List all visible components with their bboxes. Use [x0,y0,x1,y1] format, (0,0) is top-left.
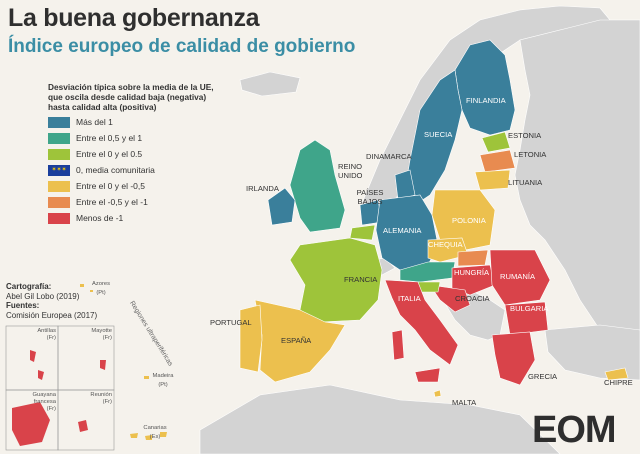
legend-item-3: Entre el 0 y el 0.5 [48,148,142,160]
legend-swatch [48,116,70,128]
eom-logo: EOM [532,409,617,451]
chipre-region [604,367,629,381]
canarias-shape [130,432,167,440]
label-francia: FRANCIA [344,275,378,284]
sources-label: Fuentes: [6,301,40,310]
label-malta: MALTA [452,398,477,407]
legend-item-7: Menos de -1 [48,212,123,224]
label-letonia: LETONIA [514,150,547,159]
legend-item-1: Más del 1 [48,116,113,128]
croacia-region [429,284,471,313]
label-guayana: Guayana francesa (Fr) [32,392,56,412]
label-polonia: POLONIA [452,216,486,225]
eu-flag-icon: ✶✶✶ [51,166,67,173]
non-eu-land-iceland [239,71,301,97]
label-alemania: ALEMANIA [383,226,422,235]
legend-label: Más del 1 [76,117,113,127]
legend-swatch [48,180,70,192]
cartography-value: Abel Gil Lobo (2019) [6,291,80,301]
cartography-label: Cartografía: [6,282,52,291]
label-chequia: CHEQUIA [428,240,463,249]
label-finlandia: FINLANDIA [466,96,506,105]
legend-swatch [48,212,70,224]
reunion-shape [78,420,88,432]
bulgaria-region [504,301,549,336]
dinamarca-region [394,169,416,201]
legend-swatch [48,132,70,144]
label-espana: ESPAÑA [281,336,312,345]
legend-label: 0, media comunitaria [76,165,155,175]
page-title: La buena gobernanza [8,4,260,32]
eslovaquia-region [457,249,489,267]
rumania-region [489,249,551,306]
credits: Cartografía: Abel Gil Lobo (2019) Fuente… [6,282,97,320]
legend-swatch [48,148,70,160]
sources-value: Comisión Europea (2017) [6,310,98,320]
cerdena-region [391,329,405,361]
grecia-region [491,331,536,386]
lituania-region [474,169,511,191]
legend-item-6: Entre el -0,5 y el -1 [48,196,148,208]
label-rumania: RUMANÍA [500,272,536,281]
legend-label: Entre el 0,5 y el 1 [76,133,143,143]
legend-item-5: Entre el 0 y el -0,5 [48,180,145,192]
label-portugal: PORTUGAL [210,318,252,327]
page-subtitle: Índice europeo de calidad de gobierno [8,36,356,57]
label-canarias: Canarias (Es) [143,425,167,440]
label-grecia: GRECIA [528,372,558,381]
label-madeira: Madeira (Pt) [152,373,174,388]
legend-title: Desviación típica sobre la media de la U… [48,82,214,112]
madeira-shape [144,376,149,379]
legend-swatch: ✶✶✶ [48,164,70,176]
non-eu-land-north-africa [199,384,561,454]
legend-label: Menos de -1 [76,213,124,223]
label-reunion: Reunión (Fr) [90,392,112,405]
legend-label: Entre el -0,5 y el -1 [76,197,148,207]
label-chipre: CHIPRE [604,378,633,387]
label-dinamarca: DINAMARCA [366,152,412,161]
polonia-region [431,189,496,251]
label-suecia: SUECIA [424,130,453,139]
label-italia: ITALIA [398,294,421,303]
portugal-region [239,304,263,373]
label-bulgaria: BULGARIA [510,304,549,313]
legend-label: Entre el 0 y el 0.5 [76,149,143,159]
italia-region [384,279,459,366]
label-mayotte: Mayotte (Fr) [91,328,112,341]
label-croacia: CROACIA [455,294,490,303]
label-irlanda: IRLANDA [246,184,279,193]
sicilia-region [414,367,441,383]
label-paises-bajos: PAÍSES BAJOS [356,188,384,206]
legend-item-4: ✶✶✶ 0, media comunitaria [48,164,155,176]
mayotte-shape [100,360,106,370]
malta-region [433,389,442,398]
label-hungria: HUNGRÍA [454,268,490,277]
legend-swatch [48,196,70,208]
francia-region [289,237,383,323]
reino-unido-region [289,139,346,233]
legend-item-2: Entre el 0,5 y el 1 [48,132,142,144]
label-estonia: ESTONIA [508,131,542,140]
legend-label: Entre el 0 y el -0,5 [76,181,145,191]
belgica-region [349,224,376,241]
label-azores: Azores (Pt) [91,281,111,296]
guayana-shape [12,402,50,446]
letonia-region [479,149,516,173]
non-eu-land-russia [514,19,640,331]
azores-shape [80,284,93,292]
inset-reunion [57,389,115,451]
espana-region [254,299,346,383]
irlanda-region [267,187,296,226]
label-reino-unido: REINO UNIDO [338,162,363,180]
label-antillas: Antillas (Fr) [37,328,56,341]
hungria-region [451,264,496,296]
antillas-shape [30,350,44,380]
estonia-region [481,131,511,153]
label-lituania: LITUANIA [508,178,543,187]
